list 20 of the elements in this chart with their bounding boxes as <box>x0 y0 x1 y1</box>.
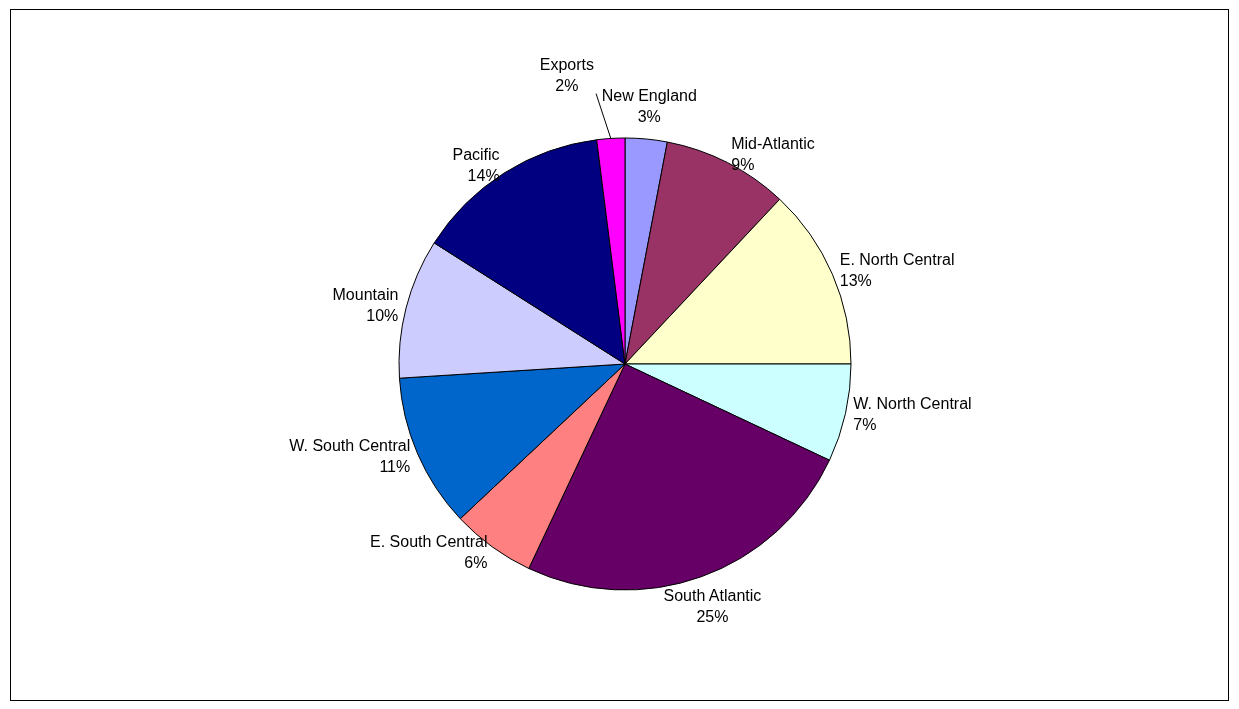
slice-label: New England <box>601 87 697 105</box>
slice-label: Exports <box>539 56 595 74</box>
data-label: 6% <box>464 554 488 572</box>
data-label: 25% <box>696 607 729 625</box>
slice-label: Mountain <box>332 285 399 303</box>
slice-label: Mid-Atlantic <box>731 135 815 153</box>
data-label: 3% <box>637 108 661 126</box>
slice-label: Pacific <box>452 146 500 164</box>
data-label: 13% <box>839 271 872 289</box>
data-label: 14% <box>467 167 500 185</box>
slice-label: E. South Central <box>370 533 488 551</box>
data-label: 10% <box>366 306 399 324</box>
data-label: 2% <box>555 77 579 95</box>
slice-label: W. South Central <box>289 436 411 454</box>
slice-label: W. North Central <box>853 394 972 412</box>
data-label: 11% <box>379 457 411 475</box>
slice-label: South Atlantic <box>663 586 762 604</box>
data-label: 7% <box>853 415 877 433</box>
data-label: 9% <box>731 156 755 174</box>
slice-label: E. North Central <box>839 250 955 268</box>
